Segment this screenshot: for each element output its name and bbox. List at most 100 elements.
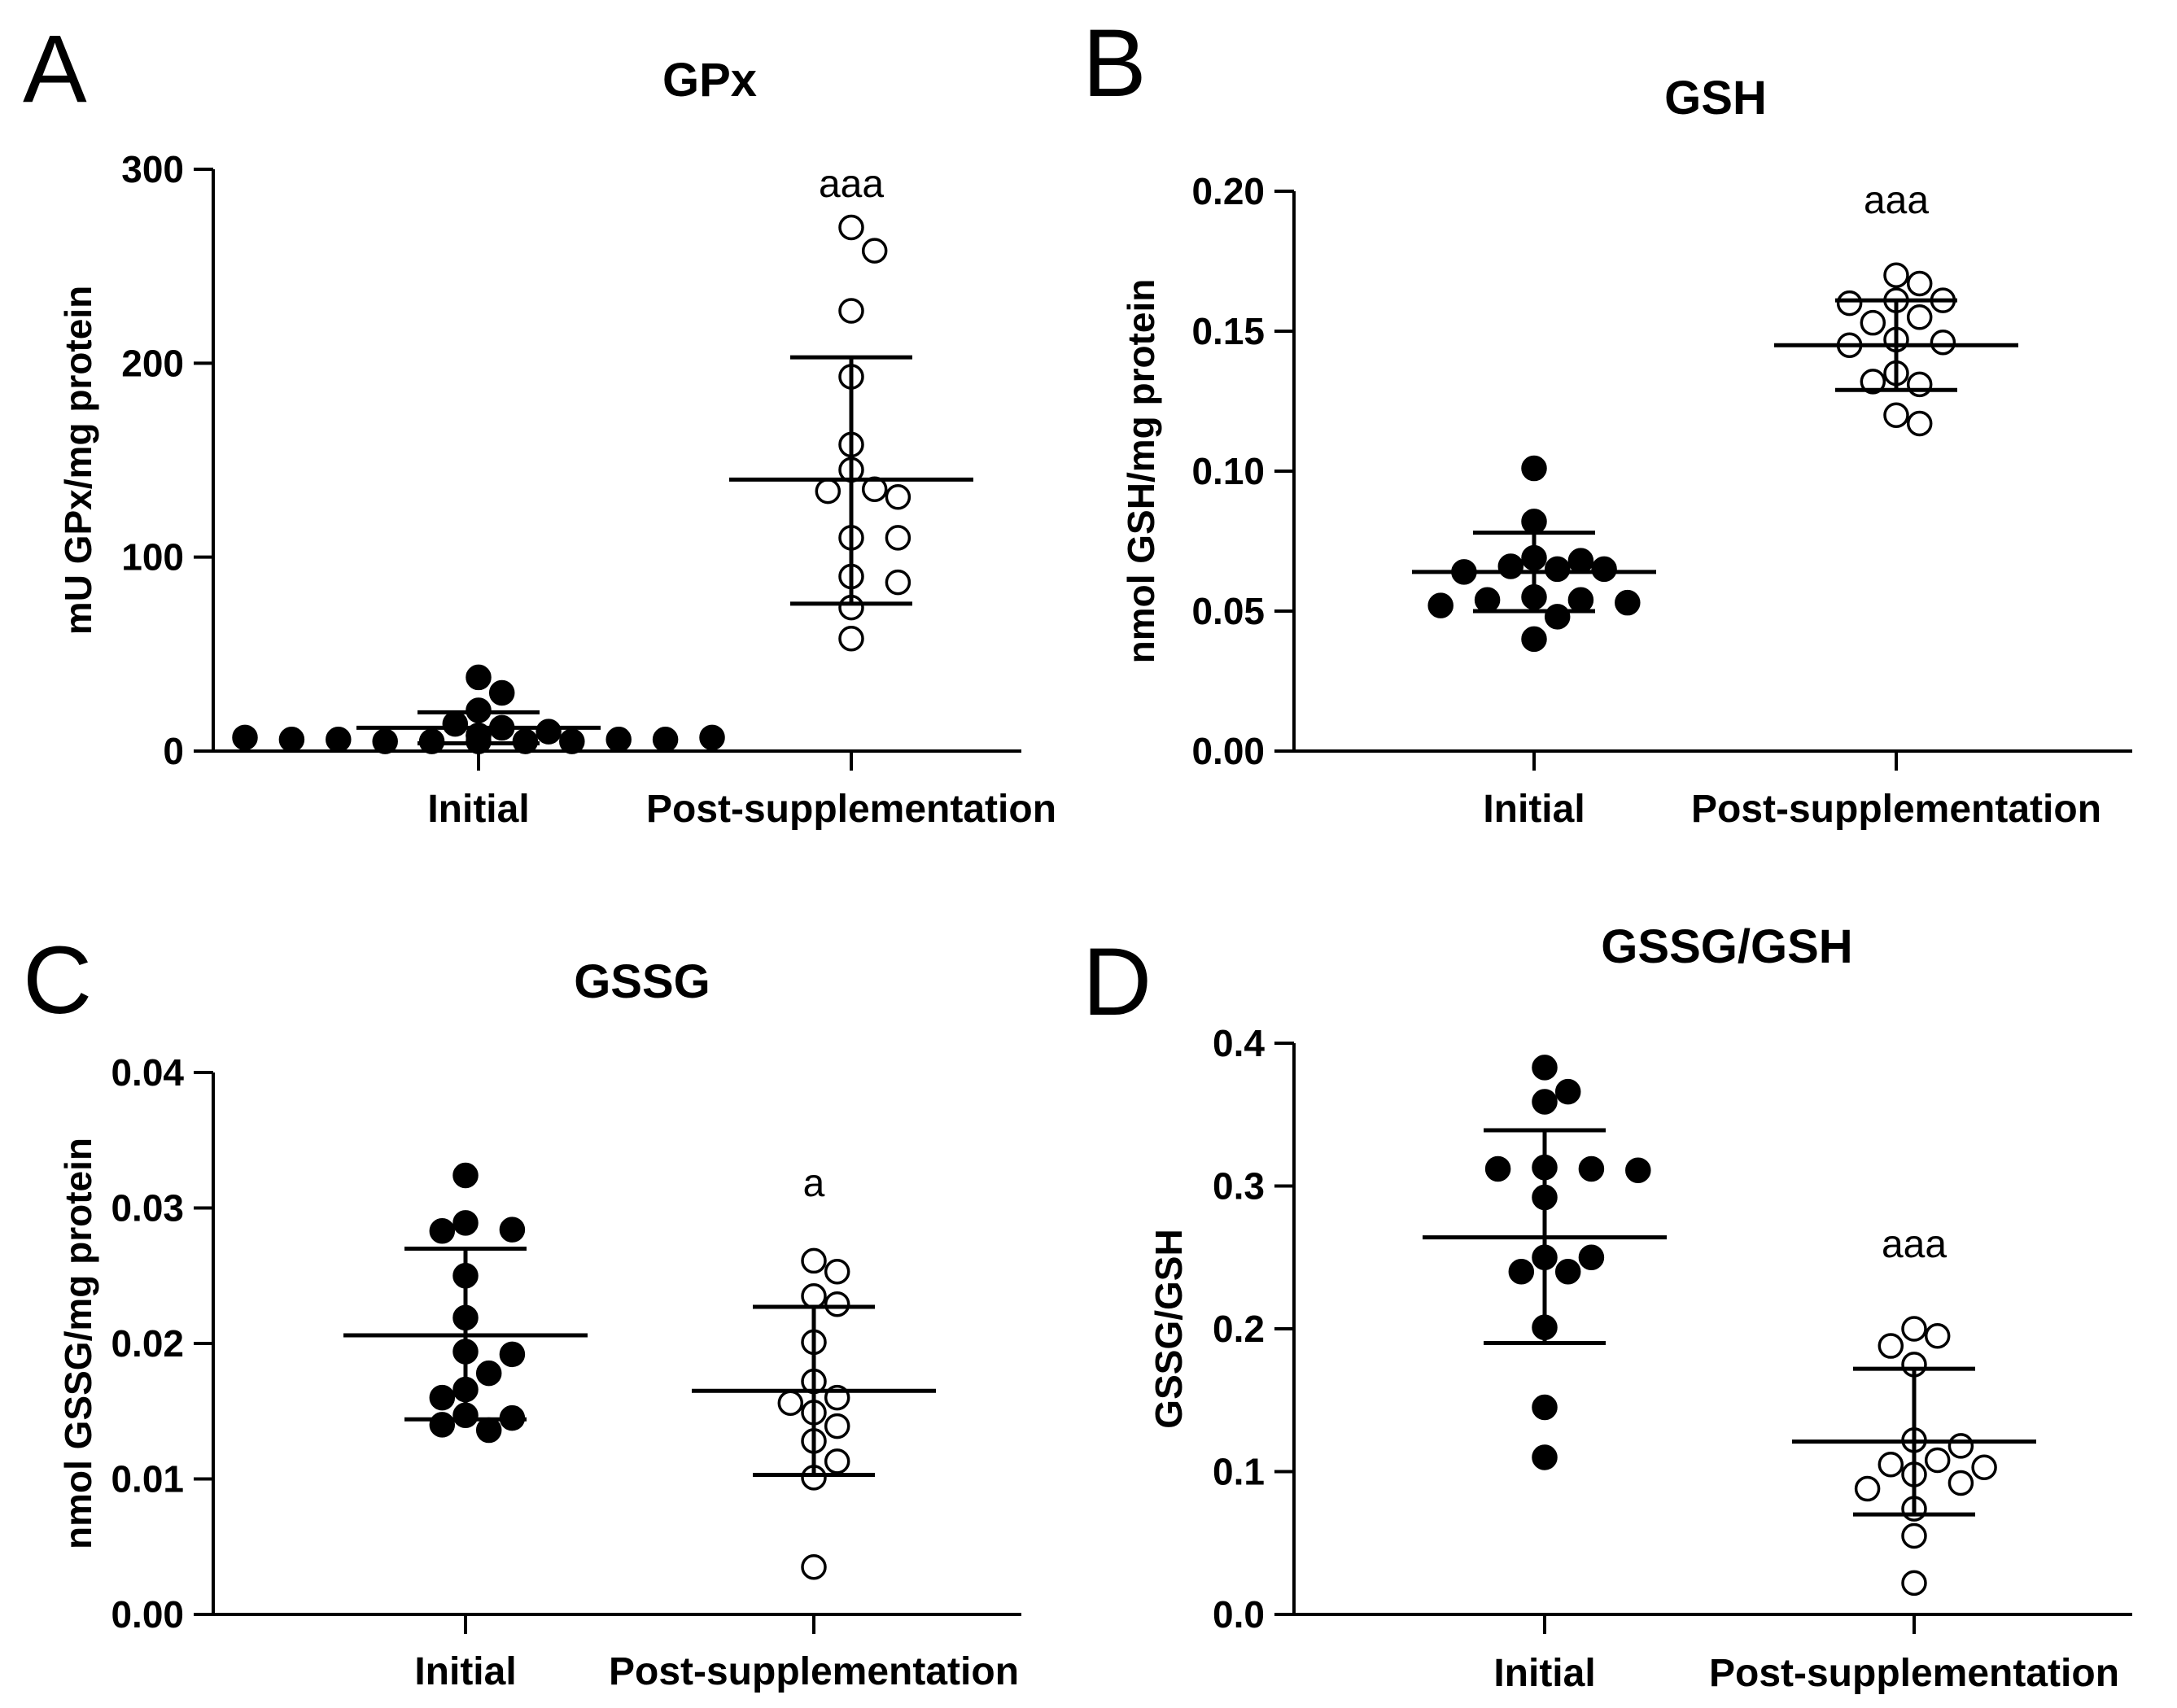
y-tick-label: 300 [121,148,184,190]
data-point [801,1282,827,1309]
data-point [1544,604,1571,630]
data-point [1854,1475,1881,1502]
panel-b: B GSH 0.00 0.05 0.10 0.15 0.20 nmol GSH/mg prot… [1082,10,2132,831]
data-point [1906,270,1933,297]
data-point [801,1247,827,1274]
series-filled [1423,1055,1667,1470]
data-point [1625,1157,1651,1183]
panel-letter: A [23,15,87,123]
data-point [1474,587,1501,613]
data-point [559,728,585,754]
data-point [278,726,305,753]
x-tick-label: Post-supplementation [646,788,1056,831]
data-point [1924,1323,1951,1349]
data-point [1878,1333,1904,1359]
y-tick-label: 200 [121,342,184,384]
series-filled [1412,455,1656,653]
data-point [1860,369,1886,395]
chart-title: GSSG [574,955,710,1008]
x-tick-label: Post-supplementation [609,1650,1019,1693]
data-point [452,1162,479,1189]
y-tick-label: 0.02 [111,1322,184,1365]
data-point [1947,1470,1974,1496]
data-point [429,1384,456,1411]
significance-label: a [803,1162,825,1205]
series-open: a [692,1162,936,1580]
x-tick-label: Initial [1493,1652,1595,1695]
data-point [1532,1089,1558,1115]
data-point [1521,626,1547,653]
data-point [1521,509,1547,535]
x-tick-label: Post-supplementation [1691,788,2101,831]
data-point [1971,1454,1997,1480]
data-point [1901,1316,1927,1342]
y-axis-label: nmol GSSG/mg protein [57,1138,99,1549]
data-point [885,484,911,510]
data-point [1567,587,1594,613]
data-point [536,719,562,745]
data-point [1554,1259,1581,1285]
data-point [326,726,352,753]
x-tick-label: Initial [414,1650,516,1693]
y-tick-label: 0.05 [1191,590,1265,632]
data-point [1591,556,1617,583]
y-tick-label: 0 [163,730,184,772]
data-point [1578,1244,1605,1270]
panel-a: A GPx 0 100 200 300 mU GPx/mg protein Initial Po… [23,15,1056,831]
data-point [1930,330,1956,356]
data-point [1924,1447,1951,1474]
data-point [475,1360,502,1387]
data-point [885,525,911,551]
data-point [801,1553,827,1580]
data-point [815,478,842,505]
panel-d: D GSSG/GSH 0.0 0.1 0.2 0.3 0.4 GSSG/GSH Initial P… [1082,920,2132,1695]
data-point [824,1413,850,1439]
data-point [1508,1259,1535,1285]
data-point [838,298,864,324]
data-point [861,238,888,264]
data-point [1484,1155,1511,1182]
y-axis-label: mU GPx/mg protein [57,286,99,635]
series-open: aaa [1774,179,2018,437]
data-point [499,1217,526,1243]
data-point [605,726,632,753]
data-point [838,626,864,652]
data-point [1567,548,1594,574]
y-tick-label: 100 [121,536,184,579]
y-tick-label: 0.1 [1213,1451,1265,1493]
series-filled [232,664,725,754]
data-point [1947,1433,1974,1459]
data-point [499,1341,526,1368]
data-point [1578,1155,1605,1182]
panel-letter: B [1082,10,1147,117]
y-axis-label: GSSG/GSH [1148,1229,1190,1428]
data-point [1427,592,1454,618]
data-point [1906,304,1933,330]
y-tick-label: 0.2 [1213,1308,1265,1350]
data-point [1554,1078,1581,1105]
chart-title: GSH [1664,72,1767,124]
panel-letter: D [1082,928,1152,1036]
x-tick-label: Initial [1483,788,1585,831]
data-point [1532,1394,1558,1421]
data-point [1883,262,1909,288]
x-tick-label: Post-supplementation [1709,1652,2119,1695]
data-point [488,679,515,706]
y-tick-label: 0.03 [111,1187,184,1230]
panel-letter: C [23,927,92,1034]
data-point [1615,589,1641,616]
data-point [466,664,492,691]
data-point [452,1210,479,1236]
data-point [1901,1570,1927,1597]
y-tick-label: 0.00 [111,1593,184,1636]
y-tick-label: 0.15 [1191,310,1265,352]
data-point [1883,402,1909,428]
data-point [838,214,864,241]
panel-c: C GSSG 0.00 0.01 0.02 0.03 0.04 nmol GSSG/mg pr… [23,927,1021,1693]
series-filled [343,1162,588,1444]
data-point [429,1412,456,1438]
data-point [1521,455,1547,482]
data-point [777,1390,804,1417]
data-point [824,1291,850,1317]
data-point [885,569,911,596]
